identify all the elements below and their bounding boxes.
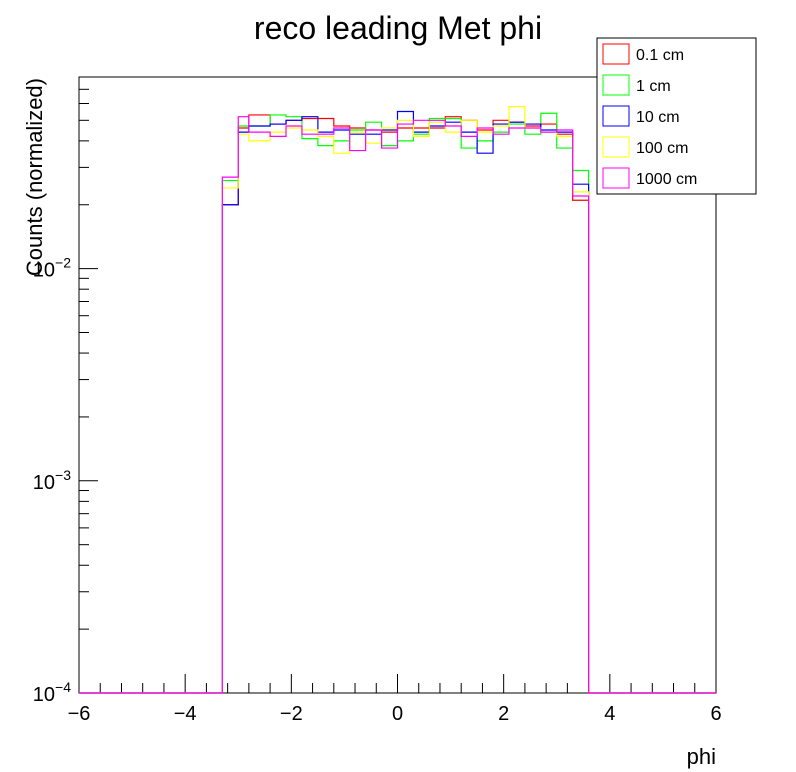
legend-label: 0.1 cm [636, 47, 684, 64]
legend-swatch [602, 167, 630, 189]
y-tick-label: 10−2 [33, 255, 71, 282]
y-tick-label: 10−4 [33, 679, 71, 706]
y-tick-label: 10−3 [33, 467, 71, 494]
x-tick-label: 2 [498, 703, 509, 725]
legend: 0.1 cm 1 cm 10 cm 100 cm 1000 cm [596, 37, 757, 195]
x-axis-title: phi [687, 744, 716, 769]
y-axis-title: Counts (normalized) [22, 78, 47, 276]
x-tick-label: 0 [392, 703, 403, 725]
legend-label: 1000 cm [636, 171, 697, 188]
chart-title: reco leading Met phi [254, 10, 542, 46]
series-layer [79, 106, 716, 694]
x-axis: −6 −4 −2 0 2 4 6 [68, 674, 722, 725]
series-100-cm-line [79, 106, 716, 694]
legend-swatch [602, 136, 630, 158]
legend-label: 1 cm [636, 78, 671, 95]
x-tick-label: −6 [68, 703, 91, 725]
x-tick-label: −4 [174, 703, 197, 725]
series-0-1-cm-line [79, 114, 716, 694]
x-tick-label: −2 [280, 703, 303, 725]
series-1-cm-line [79, 112, 716, 694]
x-tick-label: 4 [604, 703, 615, 725]
legend-swatch [602, 105, 630, 127]
series-10-cm-line [79, 110, 716, 694]
series-1000-cm-line [79, 116, 716, 694]
legend-swatch [602, 43, 630, 65]
legend-label: 10 cm [636, 109, 680, 126]
legend-swatch [602, 74, 630, 96]
x-tick-label: 6 [710, 703, 721, 725]
legend-label: 100 cm [636, 140, 688, 157]
